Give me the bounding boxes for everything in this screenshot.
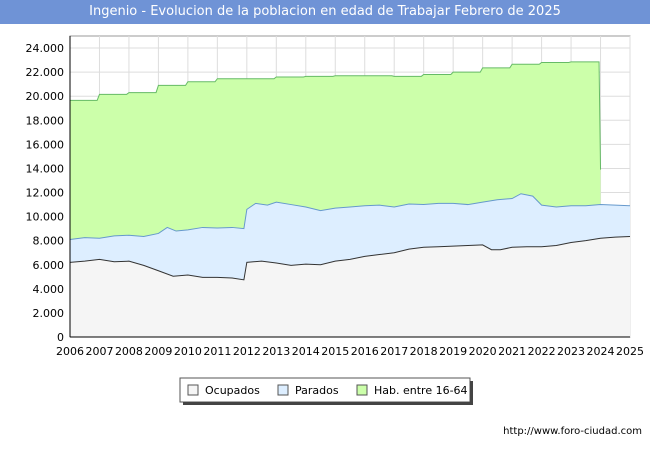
x-tick-label: 2017: [380, 345, 408, 358]
legend-label: Parados: [295, 384, 339, 397]
y-tick-label: 24.000: [26, 42, 65, 55]
x-tick-label: 2009: [144, 345, 172, 358]
series-area-ocupados: [70, 236, 630, 337]
legend-swatch: [277, 384, 289, 396]
x-tick-label: 2010: [174, 345, 202, 358]
y-tick-label: 14.000: [26, 162, 65, 175]
x-tick-label: 2021: [498, 345, 526, 358]
legend-swatch: [356, 384, 368, 396]
y-tick-label: 8.000: [33, 235, 65, 248]
y-tick-label: 10.000: [26, 211, 65, 224]
x-tick-label: 2011: [203, 345, 231, 358]
y-tick-label: 22.000: [26, 66, 65, 79]
legend-box-shadow: [470, 381, 473, 405]
legend: Ocupados Parados Hab. entre 16-64: [179, 377, 473, 405]
y-tick-label: 6.000: [33, 259, 65, 272]
x-tick-label: 2015: [321, 345, 349, 358]
x-tick-label: 2014: [292, 345, 320, 358]
legend-swatch: [187, 384, 199, 396]
chart-title: Ingenio - Evolucion de la poblacion en e…: [0, 0, 650, 24]
x-tick-label: 2016: [351, 345, 379, 358]
legend-box-shadow: [183, 402, 473, 405]
y-tick-label: 0: [57, 331, 64, 344]
y-tick-label: 20.000: [26, 90, 65, 103]
x-tick-label: 2013: [262, 345, 290, 358]
source-url[interactable]: http://www.foro-ciudad.com: [503, 426, 642, 437]
x-tick-label: 2023: [557, 345, 585, 358]
x-tick-label: 2025: [616, 345, 644, 358]
legend-label: Hab. entre 16-64: [374, 384, 468, 397]
x-tick-label: 2012: [233, 345, 261, 358]
x-tick-label: 2006: [56, 345, 84, 358]
x-tick-label: 2024: [587, 345, 615, 358]
x-tick-label: 2008: [115, 345, 143, 358]
x-tick-label: 2020: [469, 345, 497, 358]
legend-label: Ocupados: [205, 384, 260, 397]
x-tick-label: 2019: [439, 345, 467, 358]
y-tick-label: 16.000: [26, 138, 65, 151]
y-tick-label: 4.000: [33, 283, 65, 296]
y-tick-label: 12.000: [26, 187, 65, 200]
series-line-hab-entre-16-64: [70, 61, 602, 170]
y-tick-label: 18.000: [26, 114, 65, 127]
series-line-parados: [69, 193, 631, 240]
x-tick-label: 2007: [85, 345, 113, 358]
x-tick-label: 2018: [410, 345, 438, 358]
x-tick-label: 2022: [528, 345, 556, 358]
series-line-ocupados: [69, 235, 631, 281]
y-tick-label: 2.000: [33, 307, 65, 320]
